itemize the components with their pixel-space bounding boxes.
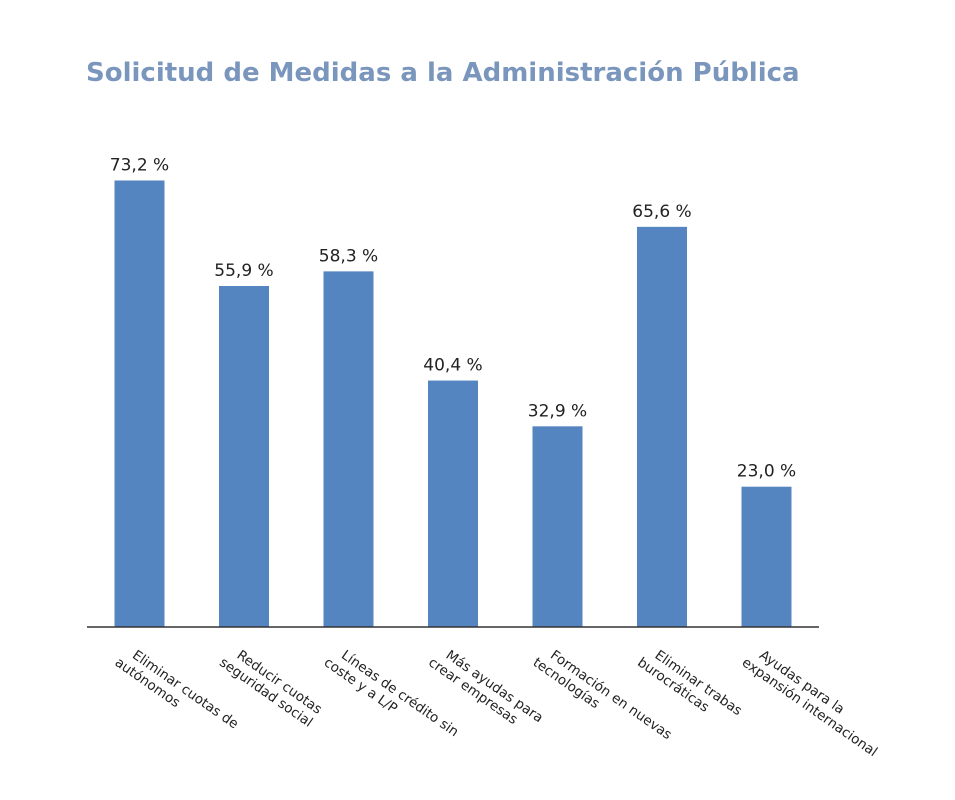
bar-3 bbox=[323, 271, 374, 627]
bar-1 bbox=[114, 180, 165, 628]
bar-2 bbox=[219, 286, 269, 627]
value-label-7: 23,0 % bbox=[737, 462, 796, 482]
bar-4 bbox=[428, 380, 478, 627]
value-label-5: 32,9 % bbox=[528, 401, 587, 421]
category-label-7: Ayudas para laexpansión internacional bbox=[739, 641, 890, 760]
category-labels-layer: Eliminar cuotas deautónomos Reducir cuota… bbox=[112, 641, 890, 760]
chart-title: Solicitud de Medidas a la Administración… bbox=[86, 58, 800, 88]
bars-layer bbox=[114, 180, 792, 628]
bar-5 bbox=[532, 426, 583, 627]
bar-7 bbox=[741, 486, 792, 627]
value-label-3: 58,3 % bbox=[319, 246, 378, 266]
value-label-6: 65,6 % bbox=[632, 202, 691, 222]
category-label-line: expansión internacional bbox=[739, 655, 880, 761]
value-label-4: 40,4 % bbox=[423, 356, 482, 376]
value-label-1: 73,2 % bbox=[110, 155, 169, 175]
category-label-1: Eliminar cuotas deautónomos bbox=[112, 641, 241, 745]
value-label-2: 55,9 % bbox=[214, 261, 273, 281]
bar-6 bbox=[637, 226, 687, 627]
value-labels-layer: 73,2 % 55,9 % 58,3 % 40,4 % 32,9 % 65,6 % 23,0… bbox=[110, 155, 796, 481]
